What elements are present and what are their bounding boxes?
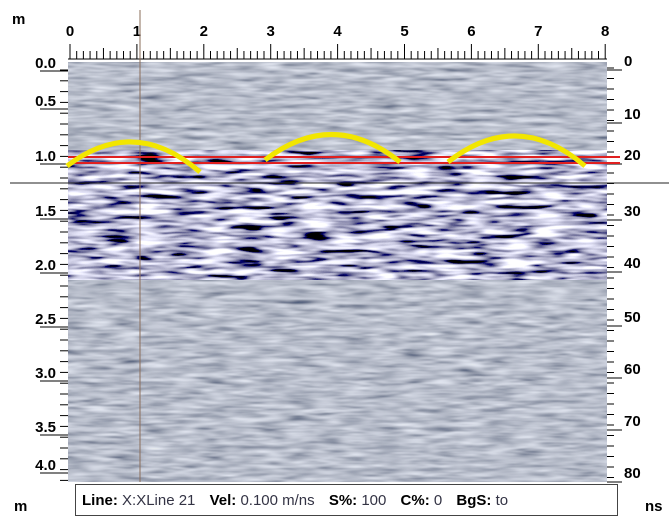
unit-label: m	[12, 11, 25, 28]
hyperbola-fit	[263, 132, 402, 164]
depth-tick-label: 3.0	[35, 365, 56, 382]
distance-tick-label: 0	[66, 23, 74, 40]
depth-tick-label: 2.5	[35, 311, 56, 328]
label: Line:	[82, 492, 118, 509]
distance-tick-label: 5	[400, 23, 408, 40]
time-tick-label: 80	[624, 465, 641, 482]
time-tick-label: 30	[624, 203, 641, 220]
value: X:XLine 21	[122, 492, 196, 509]
scan-reflections	[68, 150, 607, 280]
label: BgS:	[456, 492, 492, 509]
value: 100	[361, 492, 387, 509]
distance-tick-label: 4	[333, 23, 342, 40]
time-tick-label: 10	[624, 106, 641, 123]
time-tick-label: 60	[624, 361, 641, 378]
value: to	[495, 492, 509, 509]
hyperbola-fit	[446, 133, 587, 168]
unit-label: ns	[645, 498, 663, 515]
depth-tick-label: 4.0	[35, 457, 56, 474]
time-tick-label: 50	[624, 309, 641, 326]
depth-tick-label: 1.5	[35, 203, 56, 220]
label: C%:	[400, 492, 430, 509]
distance-tick-label: 8	[601, 23, 609, 40]
distance-tick-label: 7	[534, 23, 542, 40]
time-tick-label: 40	[624, 255, 641, 272]
unit-label: m	[14, 498, 27, 515]
depth-tick-label: 1.0	[35, 148, 56, 165]
label: S%:	[328, 492, 358, 509]
value: 0.100 m/ns	[240, 492, 315, 509]
status-bar: Line: X:XLine 21 Vel: 0.100 m/ns S%: 100…	[75, 484, 618, 516]
time-tick-label: 20	[624, 147, 641, 164]
depth-tick-label: 3.5	[35, 419, 56, 436]
label: Vel:	[209, 492, 237, 509]
time-tick-label: 70	[624, 413, 641, 430]
depth-tick-label: 2.0	[35, 257, 56, 274]
value: 0	[433, 492, 443, 509]
hyperbola-fit	[65, 139, 202, 174]
distance-tick-label: 2	[200, 23, 208, 40]
distance-tick-label: 6	[467, 23, 475, 40]
depth-tick-label: 0.0	[35, 55, 56, 72]
depth-tick-label: 0.5	[35, 93, 56, 110]
distance-tick-label: 1	[133, 23, 141, 40]
distance-tick-label: 3	[267, 23, 275, 40]
time-tick-label: 0	[624, 53, 632, 70]
